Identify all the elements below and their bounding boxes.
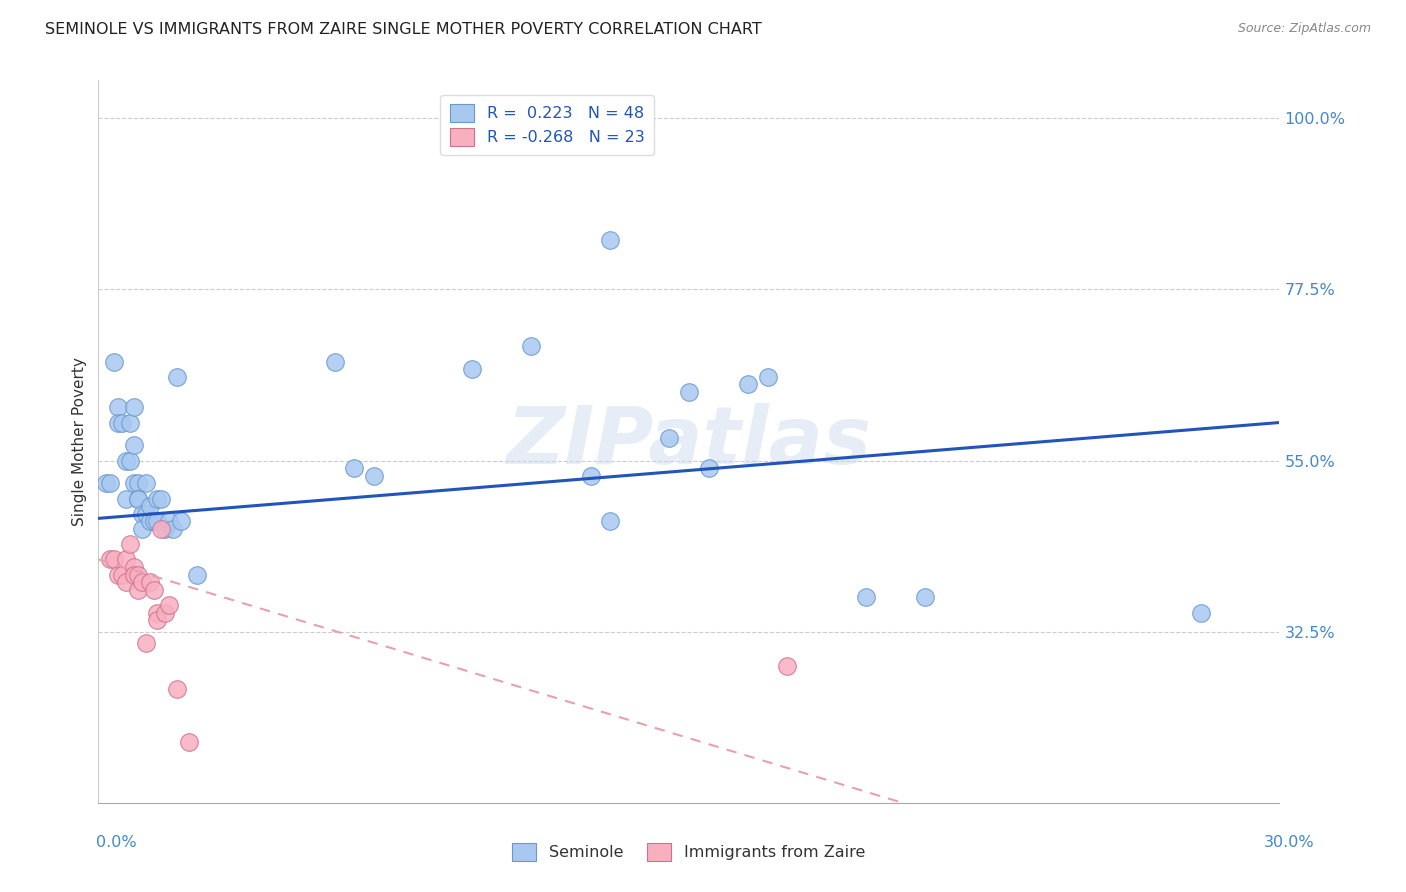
Point: [111, 416, 134, 430]
Point: [520, 339, 543, 353]
Point: [98, 552, 121, 566]
Point: [157, 515, 180, 529]
Point: [138, 515, 160, 529]
Point: [115, 552, 138, 566]
Point: [579, 468, 602, 483]
Point: [157, 598, 180, 612]
Point: [756, 370, 779, 384]
Point: [737, 377, 759, 392]
Y-axis label: Single Mother Poverty: Single Mother Poverty: [72, 357, 87, 526]
Point: [135, 476, 157, 491]
Point: [122, 560, 145, 574]
Point: [127, 491, 149, 506]
Legend: Seminole, Immigrants from Zaire: Seminole, Immigrants from Zaire: [506, 837, 872, 867]
Point: [115, 453, 138, 467]
Point: [323, 354, 346, 368]
Text: 30.0%: 30.0%: [1264, 836, 1315, 850]
Point: [115, 575, 138, 590]
Point: [118, 416, 141, 430]
Point: [186, 567, 208, 582]
Point: [150, 491, 173, 506]
Point: [115, 491, 138, 506]
Point: [599, 233, 621, 247]
Point: [162, 522, 184, 536]
Point: [155, 522, 177, 536]
Point: [96, 476, 118, 491]
Point: [98, 476, 121, 491]
Point: [142, 515, 165, 529]
Point: [142, 582, 165, 597]
Point: [343, 461, 366, 475]
Point: [118, 537, 141, 551]
Point: [122, 476, 145, 491]
Point: [138, 575, 160, 590]
Point: [166, 370, 188, 384]
Point: [107, 401, 129, 415]
Point: [103, 354, 125, 368]
Point: [122, 401, 145, 415]
Point: [135, 507, 157, 521]
Text: Source: ZipAtlas.com: Source: ZipAtlas.com: [1237, 22, 1371, 36]
Text: ZIPatlas: ZIPatlas: [506, 402, 872, 481]
Point: [170, 515, 193, 529]
Point: [363, 468, 385, 483]
Point: [1189, 606, 1212, 620]
Point: [599, 515, 621, 529]
Point: [146, 613, 169, 627]
Point: [658, 431, 681, 445]
Point: [131, 575, 153, 590]
Point: [914, 591, 936, 605]
Point: [103, 552, 125, 566]
Point: [138, 499, 160, 513]
Point: [107, 416, 129, 430]
Point: [166, 681, 188, 696]
Point: [697, 461, 720, 475]
Point: [146, 606, 169, 620]
Point: [122, 567, 145, 582]
Point: [461, 362, 484, 376]
Point: [131, 507, 153, 521]
Point: [135, 636, 157, 650]
Point: [107, 567, 129, 582]
Point: [122, 438, 145, 452]
Point: [146, 491, 169, 506]
Point: [127, 567, 149, 582]
Text: 0.0%: 0.0%: [96, 836, 136, 850]
Point: [678, 385, 700, 400]
Point: [146, 515, 169, 529]
Point: [150, 522, 173, 536]
Point: [111, 567, 134, 582]
Text: SEMINOLE VS IMMIGRANTS FROM ZAIRE SINGLE MOTHER POVERTY CORRELATION CHART: SEMINOLE VS IMMIGRANTS FROM ZAIRE SINGLE…: [45, 22, 762, 37]
Point: [855, 591, 877, 605]
Point: [127, 476, 149, 491]
Point: [177, 735, 200, 749]
Point: [776, 659, 799, 673]
Point: [127, 582, 149, 597]
Point: [127, 491, 149, 506]
Point: [131, 522, 153, 536]
Point: [155, 606, 177, 620]
Point: [118, 453, 141, 467]
